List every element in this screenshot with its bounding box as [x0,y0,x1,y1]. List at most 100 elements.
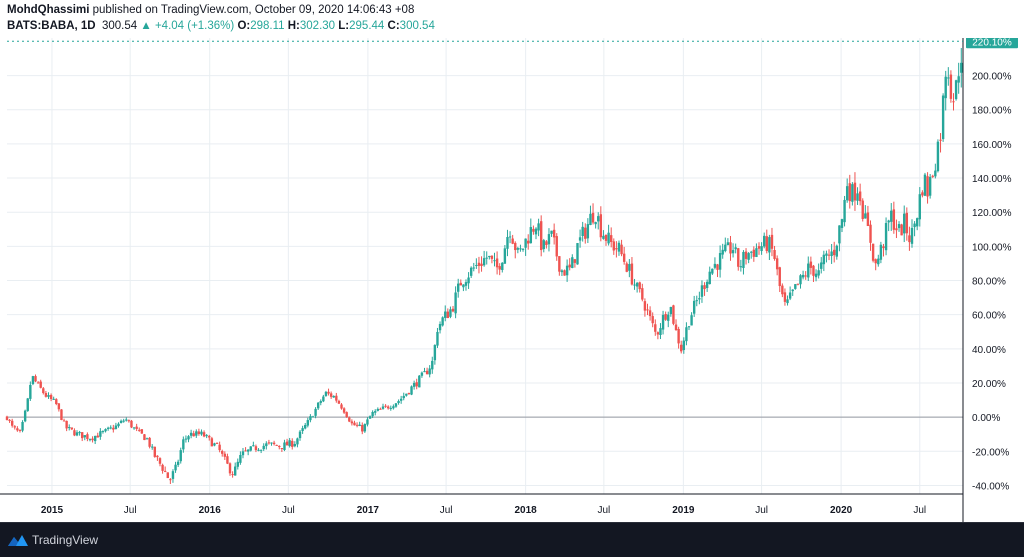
x-tick-label: Jul [282,505,295,516]
candle-body [788,292,792,299]
candle-body [288,440,291,447]
candle-body [132,427,136,429]
candle-body [366,419,369,425]
candle-body [379,408,382,410]
candle-body [363,424,367,432]
candle-body [939,139,942,141]
candle-body [106,427,110,429]
y-tick-label: 140.00% [972,174,1012,185]
candle-body [342,408,346,413]
y-tick-label: 120.00% [972,208,1012,219]
candle-body [744,251,748,259]
candle-body [283,442,286,450]
candle-body [130,420,133,428]
tradingview-logo-icon[interactable] [7,533,29,547]
candle-body [174,464,177,471]
x-tick-label: 2015 [41,505,64,516]
candle-body [677,328,680,344]
candle-body [685,327,688,342]
candle-body [820,262,823,269]
candle-body [239,455,242,463]
candle-body [856,193,859,201]
candle-body [394,403,398,407]
candle-body [718,253,722,270]
candle-body [340,404,343,409]
x-tick-label: Jul [124,505,137,516]
candle-body [524,238,527,248]
candle-body [187,436,190,440]
candle-body [200,431,203,435]
candle-body [830,251,833,256]
candle-body [457,283,460,292]
candle-body [931,175,934,177]
candle-body [848,183,851,202]
candlestick-chart[interactable]: -40.00% -20.00% 0.00% 20.00% 40.00% 60.00% 80.… [0,38,1024,522]
candle-body [664,314,667,320]
candle-body [695,300,698,302]
candle-body [597,216,600,222]
candle-body [552,229,556,238]
candle-body [791,289,794,292]
candle-body [143,434,146,441]
candle-body [877,258,880,265]
candle-body [52,398,55,400]
candle-body [488,255,491,258]
candle-body [218,444,221,451]
candle-body [941,95,945,140]
symbol-label[interactable]: BATS:BABA, 1D [7,20,96,32]
candle-body [213,443,216,446]
candle-body [884,223,888,251]
candle-body [843,199,846,223]
candle-body [44,392,48,397]
candle-body [135,426,138,429]
candle-body [775,258,779,270]
author-name[interactable]: MohdQhassimi [7,4,90,16]
candle-body [711,268,714,274]
candle-body [332,395,335,398]
candle-body [47,395,50,397]
y-tick-label: 0.00% [972,413,1000,424]
open-label: O: [237,20,251,32]
candle-body [280,448,284,450]
y-tick-label: 80.00% [972,277,1006,288]
candle-body [926,176,929,197]
candle-body [433,345,437,361]
candle-body [192,433,195,437]
candle-body [949,74,953,99]
candle-body [384,405,387,407]
candle-body [65,420,68,429]
candle-body [825,253,828,256]
candle-body [835,245,839,257]
brand-name[interactable]: TradingView [32,533,99,547]
candle-body [638,282,641,290]
y-tick-label: 40.00% [972,345,1006,356]
candle-body [700,285,704,297]
candle-body [389,407,392,409]
candle-body [444,311,447,318]
candle-body [451,308,455,312]
candle-body [545,241,548,246]
candle-body [495,258,499,268]
candle-body [503,248,507,264]
candle-body [667,314,670,321]
candle-body [55,399,58,404]
candle-body [799,275,802,285]
candle-body [786,299,789,304]
candle-body [171,471,175,479]
candle-body [140,429,144,434]
candle-body [298,431,302,439]
candle-body [584,227,587,239]
plot-area[interactable]: -40.00% -20.00% 0.00% 20.00% 40.00% 60.00% 80.… [0,38,1024,522]
candle-body [615,248,618,250]
candle-body [840,219,844,228]
candle-body [223,453,227,457]
candle-body [594,222,597,225]
candle-body [516,248,520,250]
candle-body [864,213,867,219]
y-tick-label: -40.00% [972,481,1009,492]
candle-body [215,442,219,444]
candle-body [895,228,898,231]
candle-body [731,250,735,254]
candle-body [656,332,660,335]
candle-body [34,376,37,382]
